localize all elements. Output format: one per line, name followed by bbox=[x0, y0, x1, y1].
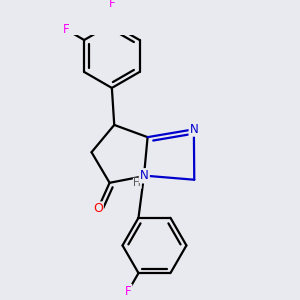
Text: F: F bbox=[109, 0, 115, 10]
Text: F: F bbox=[63, 23, 69, 36]
Text: N: N bbox=[140, 169, 148, 182]
Text: F: F bbox=[125, 285, 131, 298]
Text: N: N bbox=[190, 123, 198, 136]
Text: H: H bbox=[134, 178, 141, 188]
Text: N: N bbox=[140, 169, 149, 183]
Text: O: O bbox=[93, 202, 103, 215]
